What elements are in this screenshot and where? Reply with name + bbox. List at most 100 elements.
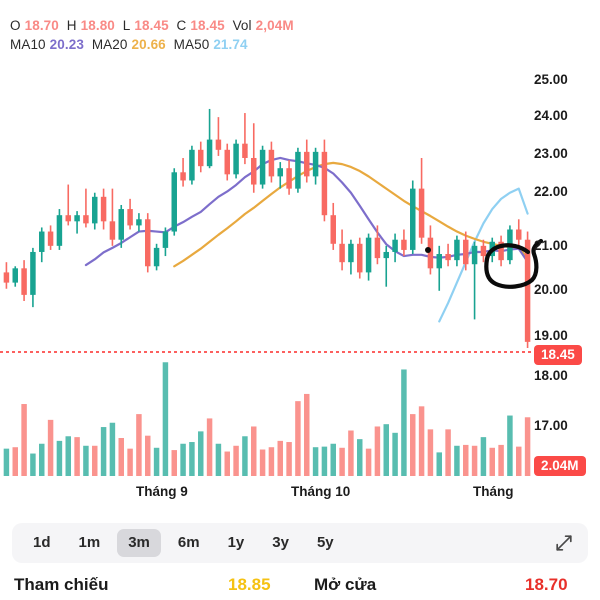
candle-body — [3, 272, 10, 283]
candle-body — [92, 196, 98, 224]
candlestick-svg — [0, 108, 544, 476]
ohlc-volume-value: 2,04M — [255, 18, 294, 33]
volume-bar — [198, 431, 204, 476]
candle-body — [436, 254, 442, 269]
candle-body — [74, 215, 80, 222]
volume-bar — [401, 369, 407, 476]
ma50-value: 21.74 — [213, 37, 248, 52]
range-button-1y[interactable]: 1y — [227, 534, 245, 551]
volume-bar — [304, 393, 310, 476]
volume-bar — [436, 452, 442, 476]
candle-body — [312, 151, 319, 177]
candle-body — [339, 243, 345, 263]
candle-body — [100, 196, 107, 222]
ma20-value: 20.66 — [131, 37, 166, 52]
moving-average-row: MA10 20.23 MA20 20.66 MA50 21.74 — [10, 37, 294, 52]
volume-bar — [410, 414, 416, 476]
range-button-3m[interactable]: 3m — [117, 529, 161, 557]
y-tick-25: 25.00 — [534, 72, 568, 87]
ohlc-close-label: C — [176, 18, 187, 33]
y-tick-22: 22.00 — [534, 184, 568, 199]
volume-bar — [47, 419, 54, 476]
range-button-6m[interactable]: 6m — [177, 534, 200, 551]
volume-bar — [30, 453, 36, 476]
volume-bar — [365, 448, 372, 476]
reference-price-value: 18.85 — [228, 575, 271, 594]
x-tick-month-11: Tháng — [473, 484, 514, 499]
candle-body — [109, 221, 116, 240]
candle-body — [189, 149, 195, 181]
expand-diagonal-icon[interactable] — [554, 533, 574, 553]
y-tick-20: 20.00 — [534, 282, 568, 297]
volume-bar — [312, 447, 319, 476]
volume-bar — [383, 424, 389, 476]
candle-body — [153, 247, 160, 267]
volume-bar — [295, 401, 301, 476]
volume-bar — [136, 414, 142, 476]
volume-bar — [109, 422, 116, 476]
ohlc-volume-label: Vol — [232, 18, 252, 33]
volume-bar — [524, 417, 531, 476]
volume-bar — [498, 444, 504, 476]
y-tick-19: 19.00 — [534, 328, 568, 343]
candle-body — [180, 172, 186, 181]
ohlc-open-label: O — [10, 18, 21, 33]
y-tick-18: 18.00 — [534, 368, 568, 383]
volume-bar — [215, 443, 222, 476]
candle-body — [277, 168, 283, 177]
range-button-3y[interactable]: 3y — [272, 534, 289, 551]
volume-bar — [339, 447, 345, 476]
y-tick-17: 17.00 — [534, 418, 568, 433]
candle-body — [463, 239, 469, 265]
ink-dot-annotation — [425, 247, 431, 253]
candle-body — [427, 237, 434, 269]
current-volume-badge: 2.04M — [534, 456, 586, 476]
candle-body — [30, 251, 36, 295]
x-tick-month-9: Tháng 9 — [136, 484, 188, 499]
volume-bar — [321, 446, 328, 476]
ohlc-high-label: H — [66, 18, 77, 33]
volume-bar — [153, 447, 160, 476]
volume-bar — [357, 439, 363, 476]
price-axis: 25.00 24.00 23.00 22.00 21.00 20.00 19.00 18.00… — [534, 56, 600, 480]
volume-bar — [233, 445, 239, 476]
volume-bar — [471, 445, 478, 476]
x-tick-month-10: Tháng 10 — [291, 484, 351, 499]
candle-body — [136, 219, 142, 226]
candle-body — [268, 149, 275, 177]
volume-bar — [427, 429, 434, 476]
time-axis: Tháng 9 Tháng 10 Tháng — [0, 484, 600, 506]
ohlc-high-value: 18.80 — [80, 18, 115, 33]
volume-bar — [180, 443, 186, 476]
range-button-1m[interactable]: 1m — [78, 534, 101, 551]
volume-bar — [392, 432, 398, 476]
ohlc-open-value: 18.70 — [24, 18, 59, 33]
candle-body — [374, 237, 381, 259]
candle-body — [357, 243, 363, 273]
volume-bar — [206, 418, 213, 476]
candle-body — [47, 231, 54, 246]
volume-bar — [374, 426, 381, 476]
candle-body — [498, 241, 504, 261]
candle-body — [401, 239, 407, 250]
candle-body — [65, 215, 71, 222]
volume-bar — [145, 435, 151, 476]
reference-price-label: Tham chiếu — [14, 575, 109, 594]
volume-bar — [39, 443, 45, 476]
volume-bar — [92, 445, 98, 476]
ohlc-row: O 18.70 H 18.80 L 18.45 C 18.45 Vol 2,04M — [10, 18, 294, 33]
open-price-value: 18.70 — [525, 575, 568, 594]
range-button-1d[interactable]: 1d — [33, 534, 51, 551]
candle-body — [198, 149, 204, 167]
candle-body — [171, 172, 177, 232]
candle-body — [330, 215, 336, 244]
volume-bar — [171, 450, 177, 476]
volume-bar — [251, 426, 257, 476]
chart-plot-area[interactable] — [0, 56, 600, 480]
ma20-label: MA20 — [91, 37, 128, 52]
ink-loop-annotation — [484, 238, 544, 289]
range-button-5y[interactable]: 5y — [316, 534, 334, 551]
volume-bar — [418, 406, 425, 476]
candle-body — [348, 243, 354, 263]
